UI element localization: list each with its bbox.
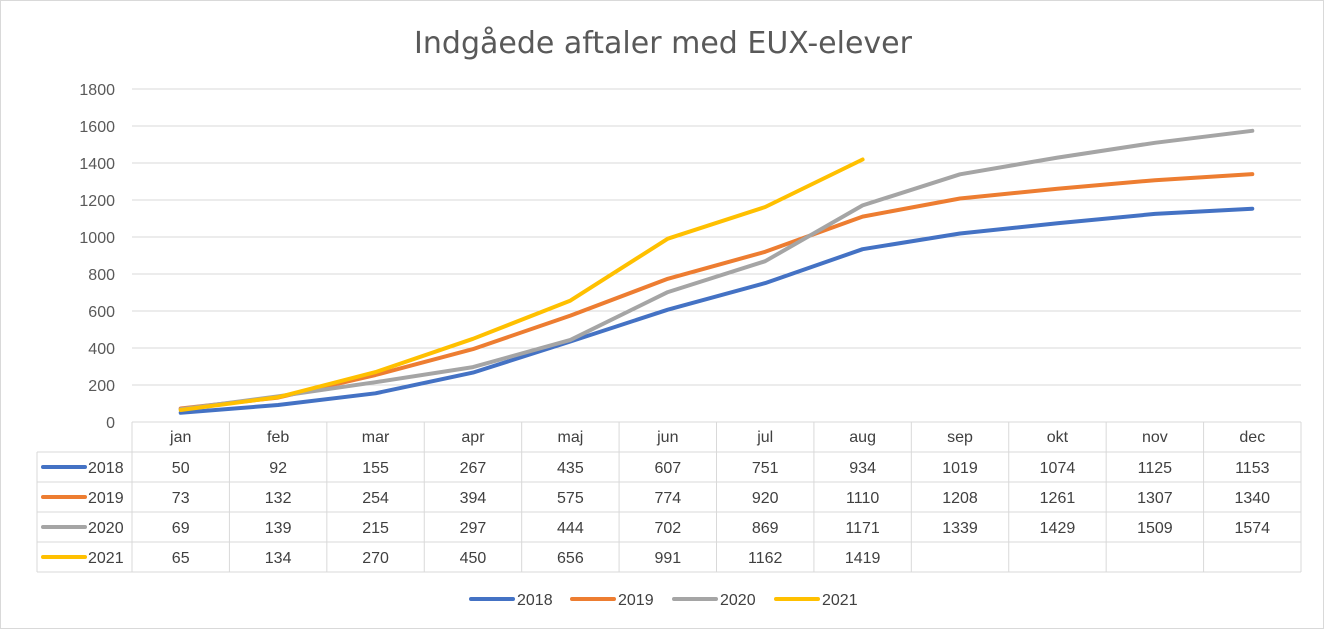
table-cell: 450	[460, 550, 487, 567]
table-cell: 1074	[1040, 460, 1076, 477]
y-tick-label: 200	[88, 378, 115, 395]
table-cell: 869	[752, 520, 779, 537]
table-cell: 155	[362, 460, 389, 477]
category-label: jan	[169, 429, 191, 446]
table-cell: 1307	[1137, 490, 1173, 507]
table-cell: 656	[557, 550, 584, 567]
table-cell: 444	[557, 520, 584, 537]
table-cell: 751	[752, 460, 779, 477]
table-cell: 991	[654, 550, 681, 567]
gridlines	[132, 88, 1301, 386]
table-cell: 1429	[1040, 520, 1076, 537]
category-label: okt	[1047, 429, 1069, 446]
table-cell: 132	[265, 490, 292, 507]
category-label: jun	[656, 429, 678, 446]
table-cell: 1339	[942, 520, 978, 537]
table-series-name: 2020	[88, 520, 124, 537]
chart-title: Indgåede aftaler med EUX-elever	[414, 26, 913, 61]
category-label: feb	[267, 429, 289, 446]
y-tick-label: 1200	[79, 193, 115, 210]
table-cell: 607	[654, 460, 681, 477]
legend-item: 2020	[672, 592, 756, 609]
legend-label: 2018	[517, 592, 553, 609]
category-label: jul	[756, 429, 773, 446]
legend-item: 2018	[469, 592, 553, 609]
table-cell: 774	[654, 490, 681, 507]
y-tick-label: 0	[106, 415, 115, 432]
table-cell: 65	[172, 550, 190, 567]
table-cell: 1261	[1040, 490, 1076, 507]
table-cell: 69	[172, 520, 190, 537]
table-cell: 575	[557, 490, 584, 507]
table-cell: 1125	[1138, 460, 1173, 477]
table-cell: 1340	[1234, 490, 1270, 507]
table-series-name: 2018	[88, 460, 124, 477]
series-line-2018	[178, 206, 1255, 415]
table-cell: 73	[172, 490, 190, 507]
table-cell: 1419	[845, 550, 881, 567]
table-cell: 1208	[942, 490, 978, 507]
table-cell: 215	[362, 520, 389, 537]
y-tick-label: 1600	[79, 119, 115, 136]
legend-item: 2019	[570, 592, 654, 609]
series-line-2021	[178, 157, 865, 412]
table-cell: 702	[654, 520, 681, 537]
table-cell: 1110	[846, 490, 879, 507]
table-cell: 139	[265, 520, 292, 537]
table-series-name: 2019	[88, 490, 124, 507]
table-cell: 1153	[1235, 460, 1270, 477]
table-cell: 1574	[1234, 520, 1270, 537]
y-tick-label: 600	[88, 304, 115, 321]
category-label: apr	[461, 429, 485, 446]
table-series-name: 2021	[88, 550, 124, 567]
table-cell: 1171	[845, 520, 880, 537]
table-cell: 134	[265, 550, 292, 567]
table-cell: 50	[172, 460, 190, 477]
category-label: mar	[362, 429, 390, 446]
table-cell: 1019	[942, 460, 978, 477]
y-tick-label: 800	[88, 267, 115, 284]
series-line-2019	[178, 172, 1255, 411]
series-line-2020	[178, 128, 1255, 412]
y-tick-label: 400	[88, 341, 115, 358]
y-tick-label: 1400	[79, 156, 115, 173]
y-tick-label: 1800	[79, 82, 115, 99]
category-label: maj	[557, 429, 583, 446]
category-label: sep	[947, 429, 973, 446]
table-cell: 394	[460, 490, 487, 507]
legend-item: 2021	[774, 592, 858, 609]
table-cell: 1509	[1137, 520, 1173, 537]
table-cell: 435	[557, 460, 584, 477]
legend-label: 2019	[618, 592, 654, 609]
legend-label: 2021	[822, 592, 858, 609]
table-cell: 92	[269, 460, 287, 477]
table-cell: 297	[460, 520, 487, 537]
data-table: jan feb mar apr maj jun jul aug sep okt nov dec 2018…	[36, 421, 1302, 573]
legend: 2018 2019 2020 2021	[469, 592, 858, 609]
legend-label: 2020	[720, 592, 756, 609]
table-cell: 270	[362, 550, 389, 567]
table-cell: 934	[849, 460, 876, 477]
y-tick-label: 1000	[79, 230, 115, 247]
table-cell: 920	[752, 490, 779, 507]
series-lines	[178, 128, 1255, 415]
category-label: aug	[849, 429, 876, 446]
table-cell: 267	[460, 460, 487, 477]
table-cell: 254	[362, 490, 389, 507]
category-label: nov	[1142, 429, 1168, 446]
y-axis: 0 200 400 600 800 1000 1200 1400 1600 1800	[79, 82, 115, 432]
category-label: dec	[1239, 429, 1265, 446]
table-cell: 1162	[748, 550, 783, 567]
